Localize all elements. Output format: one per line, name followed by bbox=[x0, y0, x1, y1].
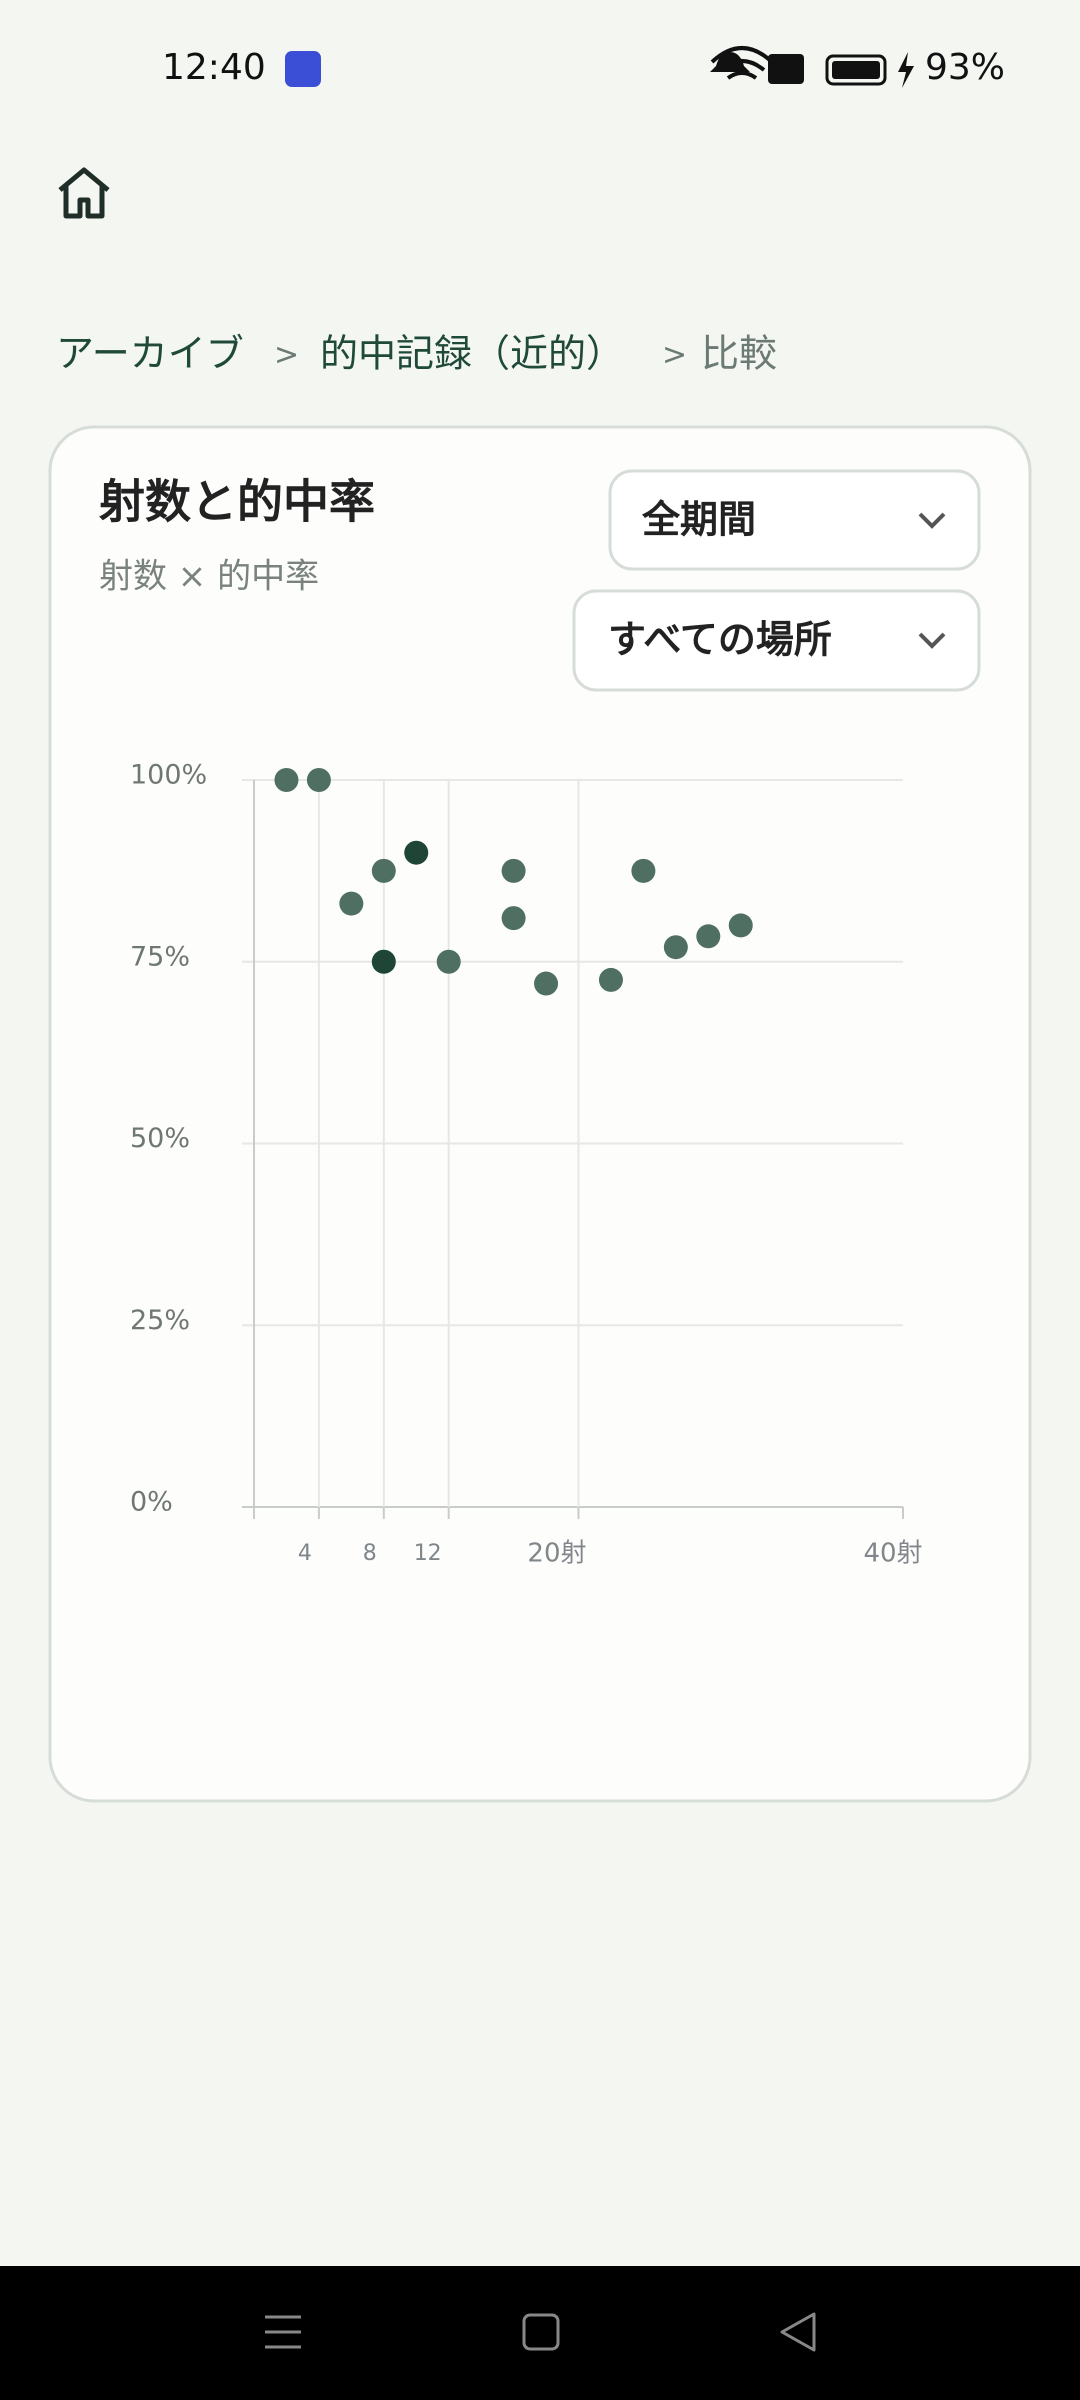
point bbox=[663, 935, 688, 960]
breadcrumb-separator: > bbox=[662, 338, 687, 373]
point bbox=[501, 906, 526, 931]
scatter-chart: 0% 25% 50% 75% 100% 4 8 12 20射 40射 bbox=[130, 760, 923, 1569]
y-tick-label: 75% bbox=[130, 941, 190, 972]
dropdown-label: すべての場所 bbox=[608, 618, 832, 662]
point bbox=[534, 971, 559, 996]
nav-menu[interactable] bbox=[265, 2315, 301, 2349]
point bbox=[371, 858, 396, 883]
card bbox=[48, 425, 1032, 1803]
point bbox=[501, 858, 526, 883]
point bbox=[339, 891, 364, 916]
point bbox=[436, 949, 461, 974]
app-icon bbox=[285, 51, 321, 87]
x-tick-label: 40射 bbox=[863, 1539, 922, 1569]
breadcrumb-item[interactable]: 的中記録（近的） bbox=[320, 332, 624, 376]
sim-icon bbox=[768, 54, 804, 84]
nav-bar bbox=[0, 2266, 1080, 2400]
nav-home[interactable] bbox=[522, 2313, 560, 2351]
wifi-icon bbox=[710, 46, 774, 80]
point bbox=[728, 913, 753, 938]
status-time: 12:40 bbox=[162, 47, 266, 88]
x-tick-label: 4 bbox=[298, 1541, 312, 1566]
y-tick-label: 100% bbox=[130, 760, 207, 791]
x-tick-label: 12 bbox=[414, 1541, 442, 1566]
point bbox=[631, 858, 656, 883]
dropdown[interactable] bbox=[572, 589, 981, 692]
chevron bbox=[918, 632, 946, 649]
x-tick-label: 8 bbox=[363, 1541, 377, 1566]
card-title: 射数と的中率 bbox=[99, 475, 375, 529]
y-tick-label: 25% bbox=[130, 1305, 190, 1336]
dropdown-label: 全期間 bbox=[641, 498, 756, 542]
x-tick-label: 20射 bbox=[527, 1539, 586, 1569]
point bbox=[306, 768, 331, 792]
breadcrumb-separator: > bbox=[274, 338, 299, 373]
chevron bbox=[918, 512, 946, 529]
y-tick-label: 50% bbox=[130, 1123, 190, 1154]
point bbox=[598, 967, 623, 992]
battery-level bbox=[832, 61, 880, 79]
point bbox=[274, 768, 299, 792]
point bbox=[404, 840, 429, 865]
nav-back[interactable] bbox=[780, 2312, 816, 2352]
charging-icon bbox=[898, 52, 914, 88]
battery-percent: 93% bbox=[925, 47, 1005, 88]
y-tick-label: 0% bbox=[130, 1487, 173, 1518]
point bbox=[371, 949, 396, 974]
breadcrumb-item[interactable]: アーカイブ bbox=[56, 332, 244, 376]
home-button[interactable] bbox=[58, 167, 110, 219]
battery-icon bbox=[825, 54, 887, 86]
dropdown[interactable] bbox=[608, 469, 981, 571]
breadcrumb-current: 比較 bbox=[701, 332, 777, 376]
point bbox=[696, 924, 721, 949]
card-subtitle: 射数 × 的中率 bbox=[99, 557, 319, 597]
